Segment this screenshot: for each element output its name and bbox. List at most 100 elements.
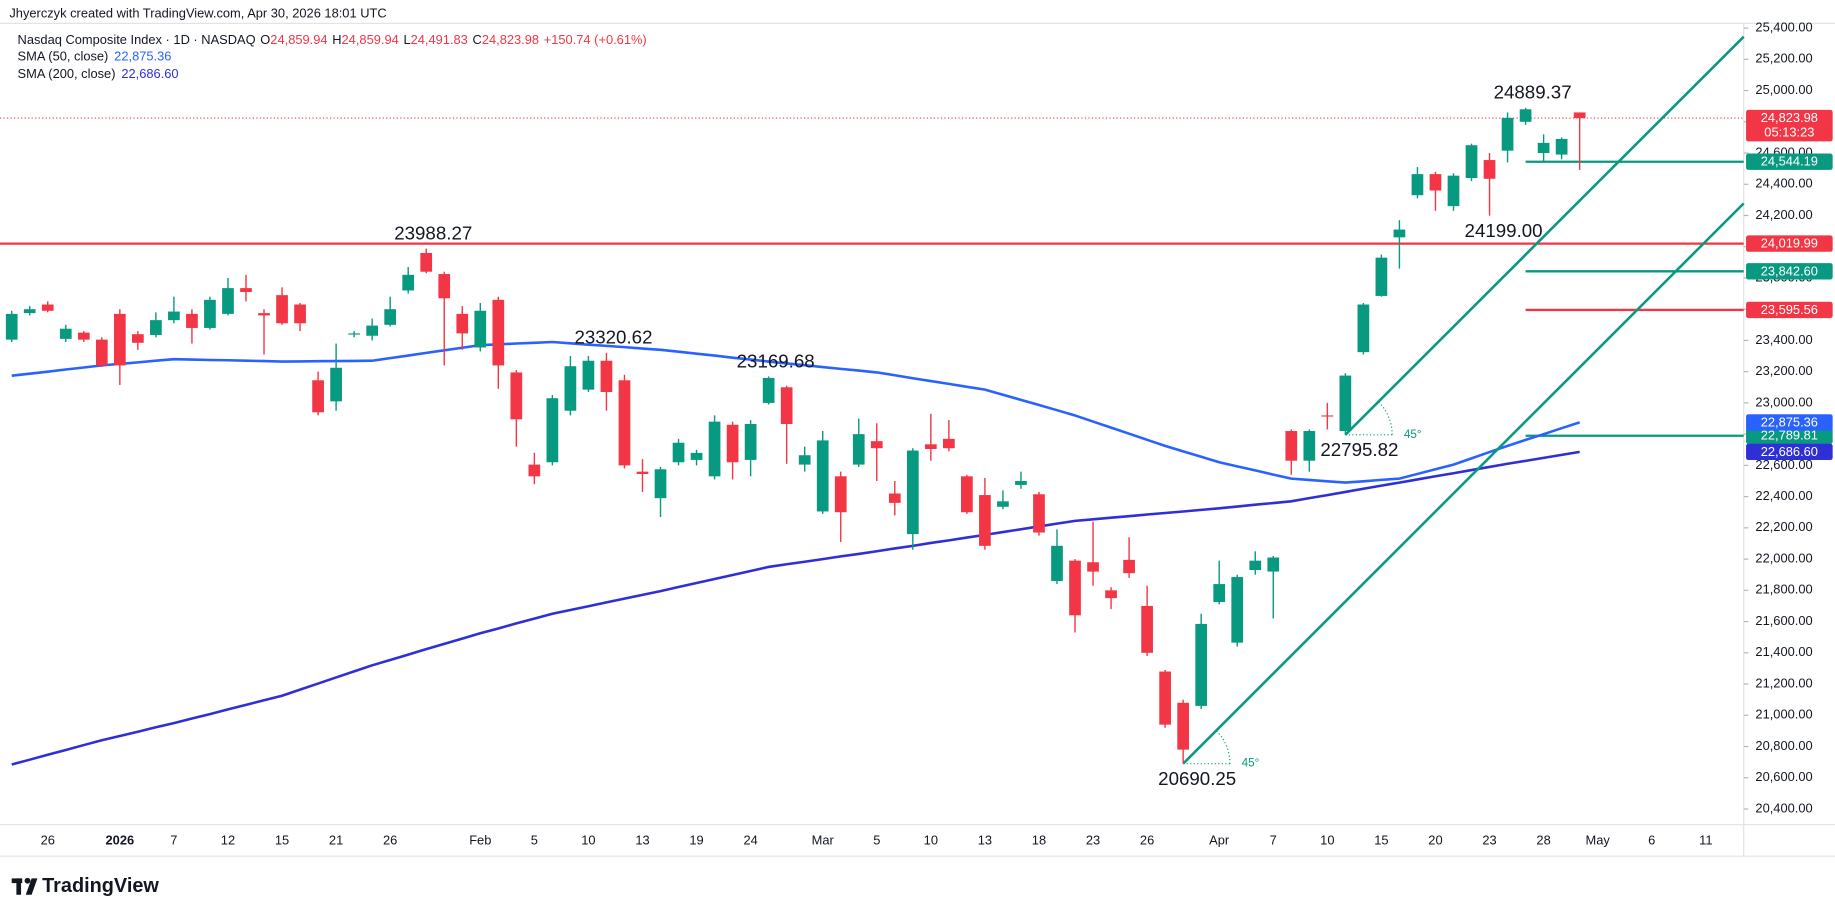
trend-line xyxy=(1182,202,1745,765)
sma-tag-bg xyxy=(1746,443,1833,461)
low-label: 20690.25 xyxy=(1158,768,1236,789)
candle-body xyxy=(1213,584,1226,603)
low-label: 22795.82 xyxy=(1320,439,1398,460)
legend-main: Nasdaq Composite Index · 1D · NASDAQ O24,… xyxy=(18,32,647,47)
price-line-tag-bg xyxy=(1746,427,1833,444)
candle-body xyxy=(456,313,469,334)
legend-value: 22,686.60 xyxy=(121,66,178,81)
candle-body xyxy=(1285,431,1298,461)
legend-name: SMA (50, close) xyxy=(18,49,109,64)
x-tick-label: 5 xyxy=(531,832,538,847)
candle-body xyxy=(402,274,415,291)
candle-body xyxy=(888,493,901,503)
candle-body xyxy=(276,295,288,324)
x-tick-label: 7 xyxy=(1270,832,1277,847)
candle-body xyxy=(1357,304,1370,353)
candle-body xyxy=(1051,545,1063,581)
x-tick-label: 5 xyxy=(873,832,880,847)
candle-body xyxy=(186,313,198,328)
high-label: 23988.27 xyxy=(394,222,472,243)
candle-body xyxy=(1429,174,1442,191)
candle-body xyxy=(1339,375,1352,432)
candle-body xyxy=(1177,702,1190,750)
candle-body xyxy=(997,501,1009,507)
trend-line xyxy=(1344,35,1745,436)
candle-body xyxy=(348,333,360,335)
candle-body xyxy=(600,360,613,392)
legend-value: 24,859.94 xyxy=(270,32,327,47)
legend-title: Nasdaq Composite Index · 1D · NASDAQ xyxy=(18,32,256,47)
candle-body xyxy=(672,442,685,463)
x-tick-label: Apr xyxy=(1209,832,1230,847)
last-price-tag-bg xyxy=(1746,109,1833,142)
y-tick-label: 20,800.00 xyxy=(1755,738,1812,753)
legend-key: O xyxy=(260,32,270,47)
x-tick-label: 18 xyxy=(1032,832,1046,847)
y-tick-label: 23,200.00 xyxy=(1755,363,1812,378)
x-tick-label: 23 xyxy=(1086,832,1100,847)
x-tick-label: May xyxy=(1586,832,1611,847)
candle-body xyxy=(492,299,505,366)
candle-body xyxy=(1501,117,1514,151)
logo-part xyxy=(25,878,38,895)
legend-value: 24,491.83 xyxy=(411,32,468,47)
x-tick-label: 12 xyxy=(221,832,235,847)
candle-body xyxy=(1537,142,1550,154)
legend-change: +150.74 (+0.61%) xyxy=(544,32,647,47)
candle-body xyxy=(582,360,595,390)
y-tick-label: 25,400.00 xyxy=(1755,19,1812,34)
x-tick-label: 23 xyxy=(1482,832,1496,847)
y-tick-label: 24,200.00 xyxy=(1755,207,1812,222)
angle-arc xyxy=(1215,730,1231,764)
x-tick-label: 20 xyxy=(1428,832,1442,847)
high-label: 23169.68 xyxy=(737,350,815,371)
countdown: 05:13:23 xyxy=(1764,125,1814,140)
candle-body xyxy=(366,325,379,336)
candle-body xyxy=(1195,623,1208,706)
attribution: Jhyerczyk created with TradingView.com, … xyxy=(9,5,386,20)
y-tick-label: 21,600.00 xyxy=(1755,613,1812,628)
candle-body xyxy=(726,424,739,463)
x-tick-label: 6 xyxy=(1648,832,1655,847)
sma-tag: 22,875.36 xyxy=(1761,414,1818,429)
candle-body xyxy=(528,464,541,477)
price-line-tag: 23,842.60 xyxy=(1761,263,1818,278)
last-price-tag: 24,823.98 xyxy=(1761,110,1818,125)
x-tick-label: 11 xyxy=(1699,832,1712,847)
brand: TradingView xyxy=(42,875,159,897)
x-tick-label: 10 xyxy=(581,832,595,847)
tradingview-logo: TradingView xyxy=(11,875,159,897)
candle-body xyxy=(1555,138,1568,155)
logo-part xyxy=(16,878,22,895)
candle-body xyxy=(384,309,397,325)
high-label: 24889.37 xyxy=(1494,82,1572,103)
price-line-tag-bg xyxy=(1746,301,1833,319)
price-line-tag: 24,544.19 xyxy=(1761,154,1818,169)
candle-body xyxy=(1573,112,1586,119)
candle-body xyxy=(95,339,108,366)
x-tick-label: 19 xyxy=(689,832,703,847)
candle-body xyxy=(1231,577,1244,643)
legend-value: 24,859.94 xyxy=(342,32,399,47)
candle-body xyxy=(654,469,667,499)
candle-body xyxy=(636,471,649,474)
legend-name: SMA (200, close) xyxy=(18,66,116,81)
x-tick-label: 26 xyxy=(383,832,397,847)
candle-body xyxy=(1141,605,1153,653)
x-tick-label: 28 xyxy=(1536,832,1550,847)
price-line-tag-bg xyxy=(1746,263,1833,280)
sma-line xyxy=(11,340,1581,484)
legend-value: 22,875.36 xyxy=(114,49,171,64)
candle-body xyxy=(1069,560,1081,616)
candle-body xyxy=(5,313,18,340)
candle-body xyxy=(1375,257,1388,296)
candle-body xyxy=(798,455,811,465)
y-tick-label: 22,400.00 xyxy=(1755,488,1812,503)
candle-body xyxy=(816,440,829,512)
x-tick-label: 7 xyxy=(170,832,177,847)
legend-row: SMA (50, close) 22,875.36 xyxy=(18,49,172,64)
y-tick-label: 23,000.00 xyxy=(1755,394,1812,409)
legend-key: H xyxy=(332,32,341,47)
candle-body xyxy=(23,309,36,314)
candle-body xyxy=(1465,145,1478,179)
